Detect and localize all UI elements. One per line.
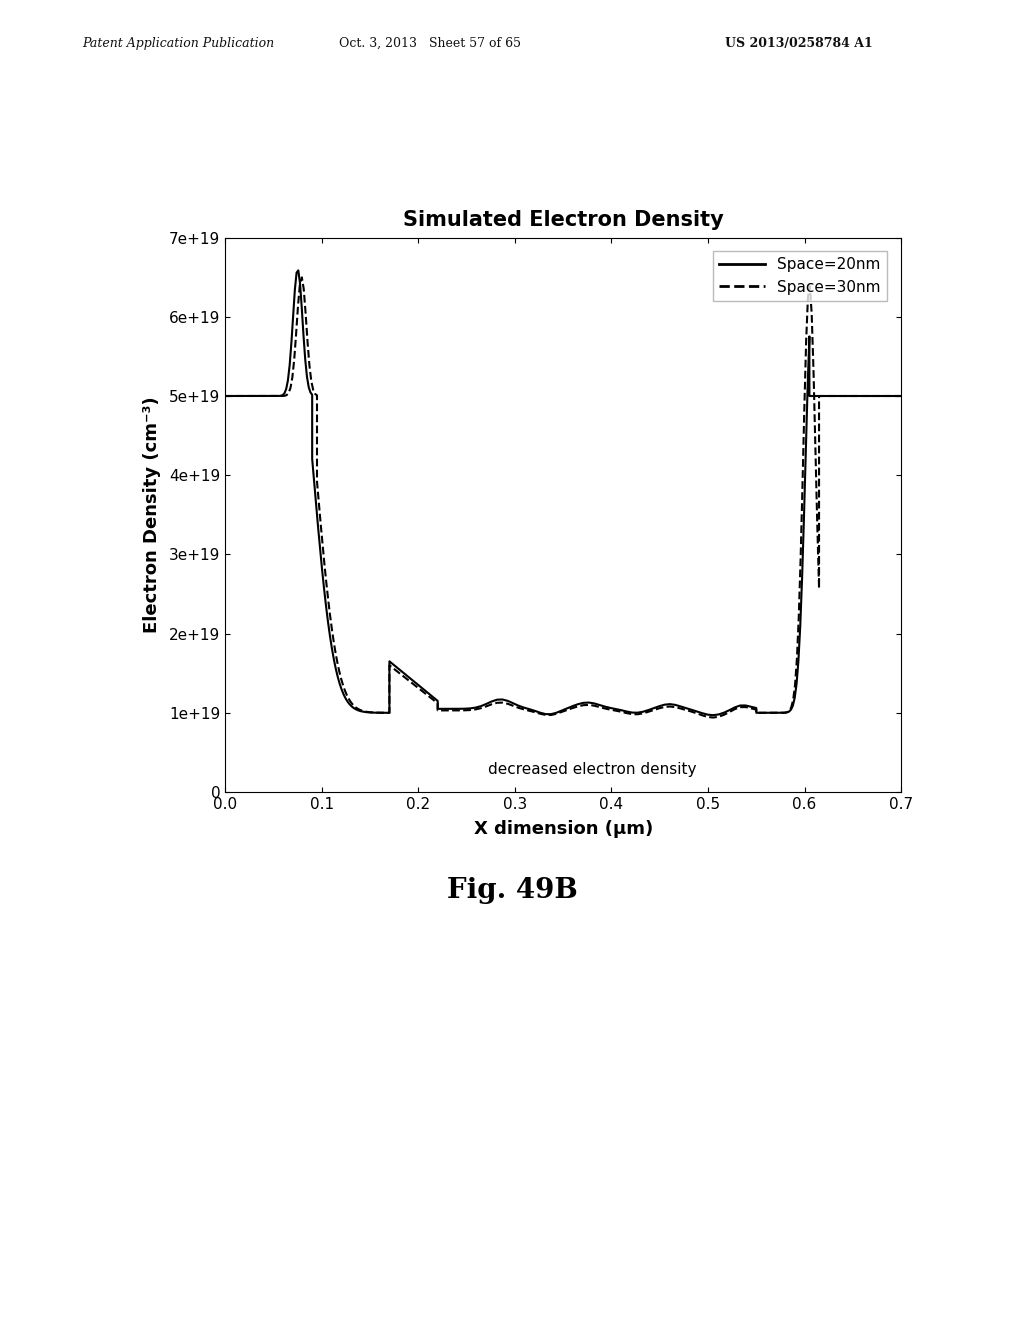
Space=20nm [637,704,649,719]
Title: Simulated Electron Density: Simulated Electron Density [402,210,724,231]
Space=20nm [870,388,883,404]
Space=20nm [334,677,346,693]
Space=20nm [895,388,907,404]
Space=30nm [707,710,719,726]
Line: Space=20nm: Space=20nm [225,271,901,715]
Legend: Space=20nm, Space=30nm: Space=20nm, Space=30nm [713,251,887,301]
Space=30nm [895,388,907,404]
Space=20nm [701,706,714,722]
Space=20nm [219,388,231,404]
Space=30nm [314,516,327,532]
Space=30nm [251,388,263,404]
Text: Fig. 49B: Fig. 49B [446,878,578,904]
Space=20nm [707,708,719,723]
Space=30nm [296,269,308,285]
Space=20nm [292,263,304,279]
Text: decreased electron density: decreased electron density [487,763,696,777]
Text: Oct. 3, 2013   Sheet 57 of 65: Oct. 3, 2013 Sheet 57 of 65 [339,37,521,50]
X-axis label: X dimension (μm): X dimension (μm) [473,820,653,838]
Space=30nm [219,388,231,404]
Space=20nm [376,705,388,721]
Space=30nm [348,698,360,714]
Y-axis label: Electron Density (cm⁻³): Electron Density (cm⁻³) [142,396,161,634]
Text: Patent Application Publication: Patent Application Publication [82,37,274,50]
Text: US 2013/0258784 A1: US 2013/0258784 A1 [725,37,872,50]
Line: Space=30nm: Space=30nm [225,277,901,718]
Space=30nm [378,705,390,721]
Space=30nm [475,701,487,717]
Space=30nm [333,664,345,680]
Space=20nm [268,388,281,404]
